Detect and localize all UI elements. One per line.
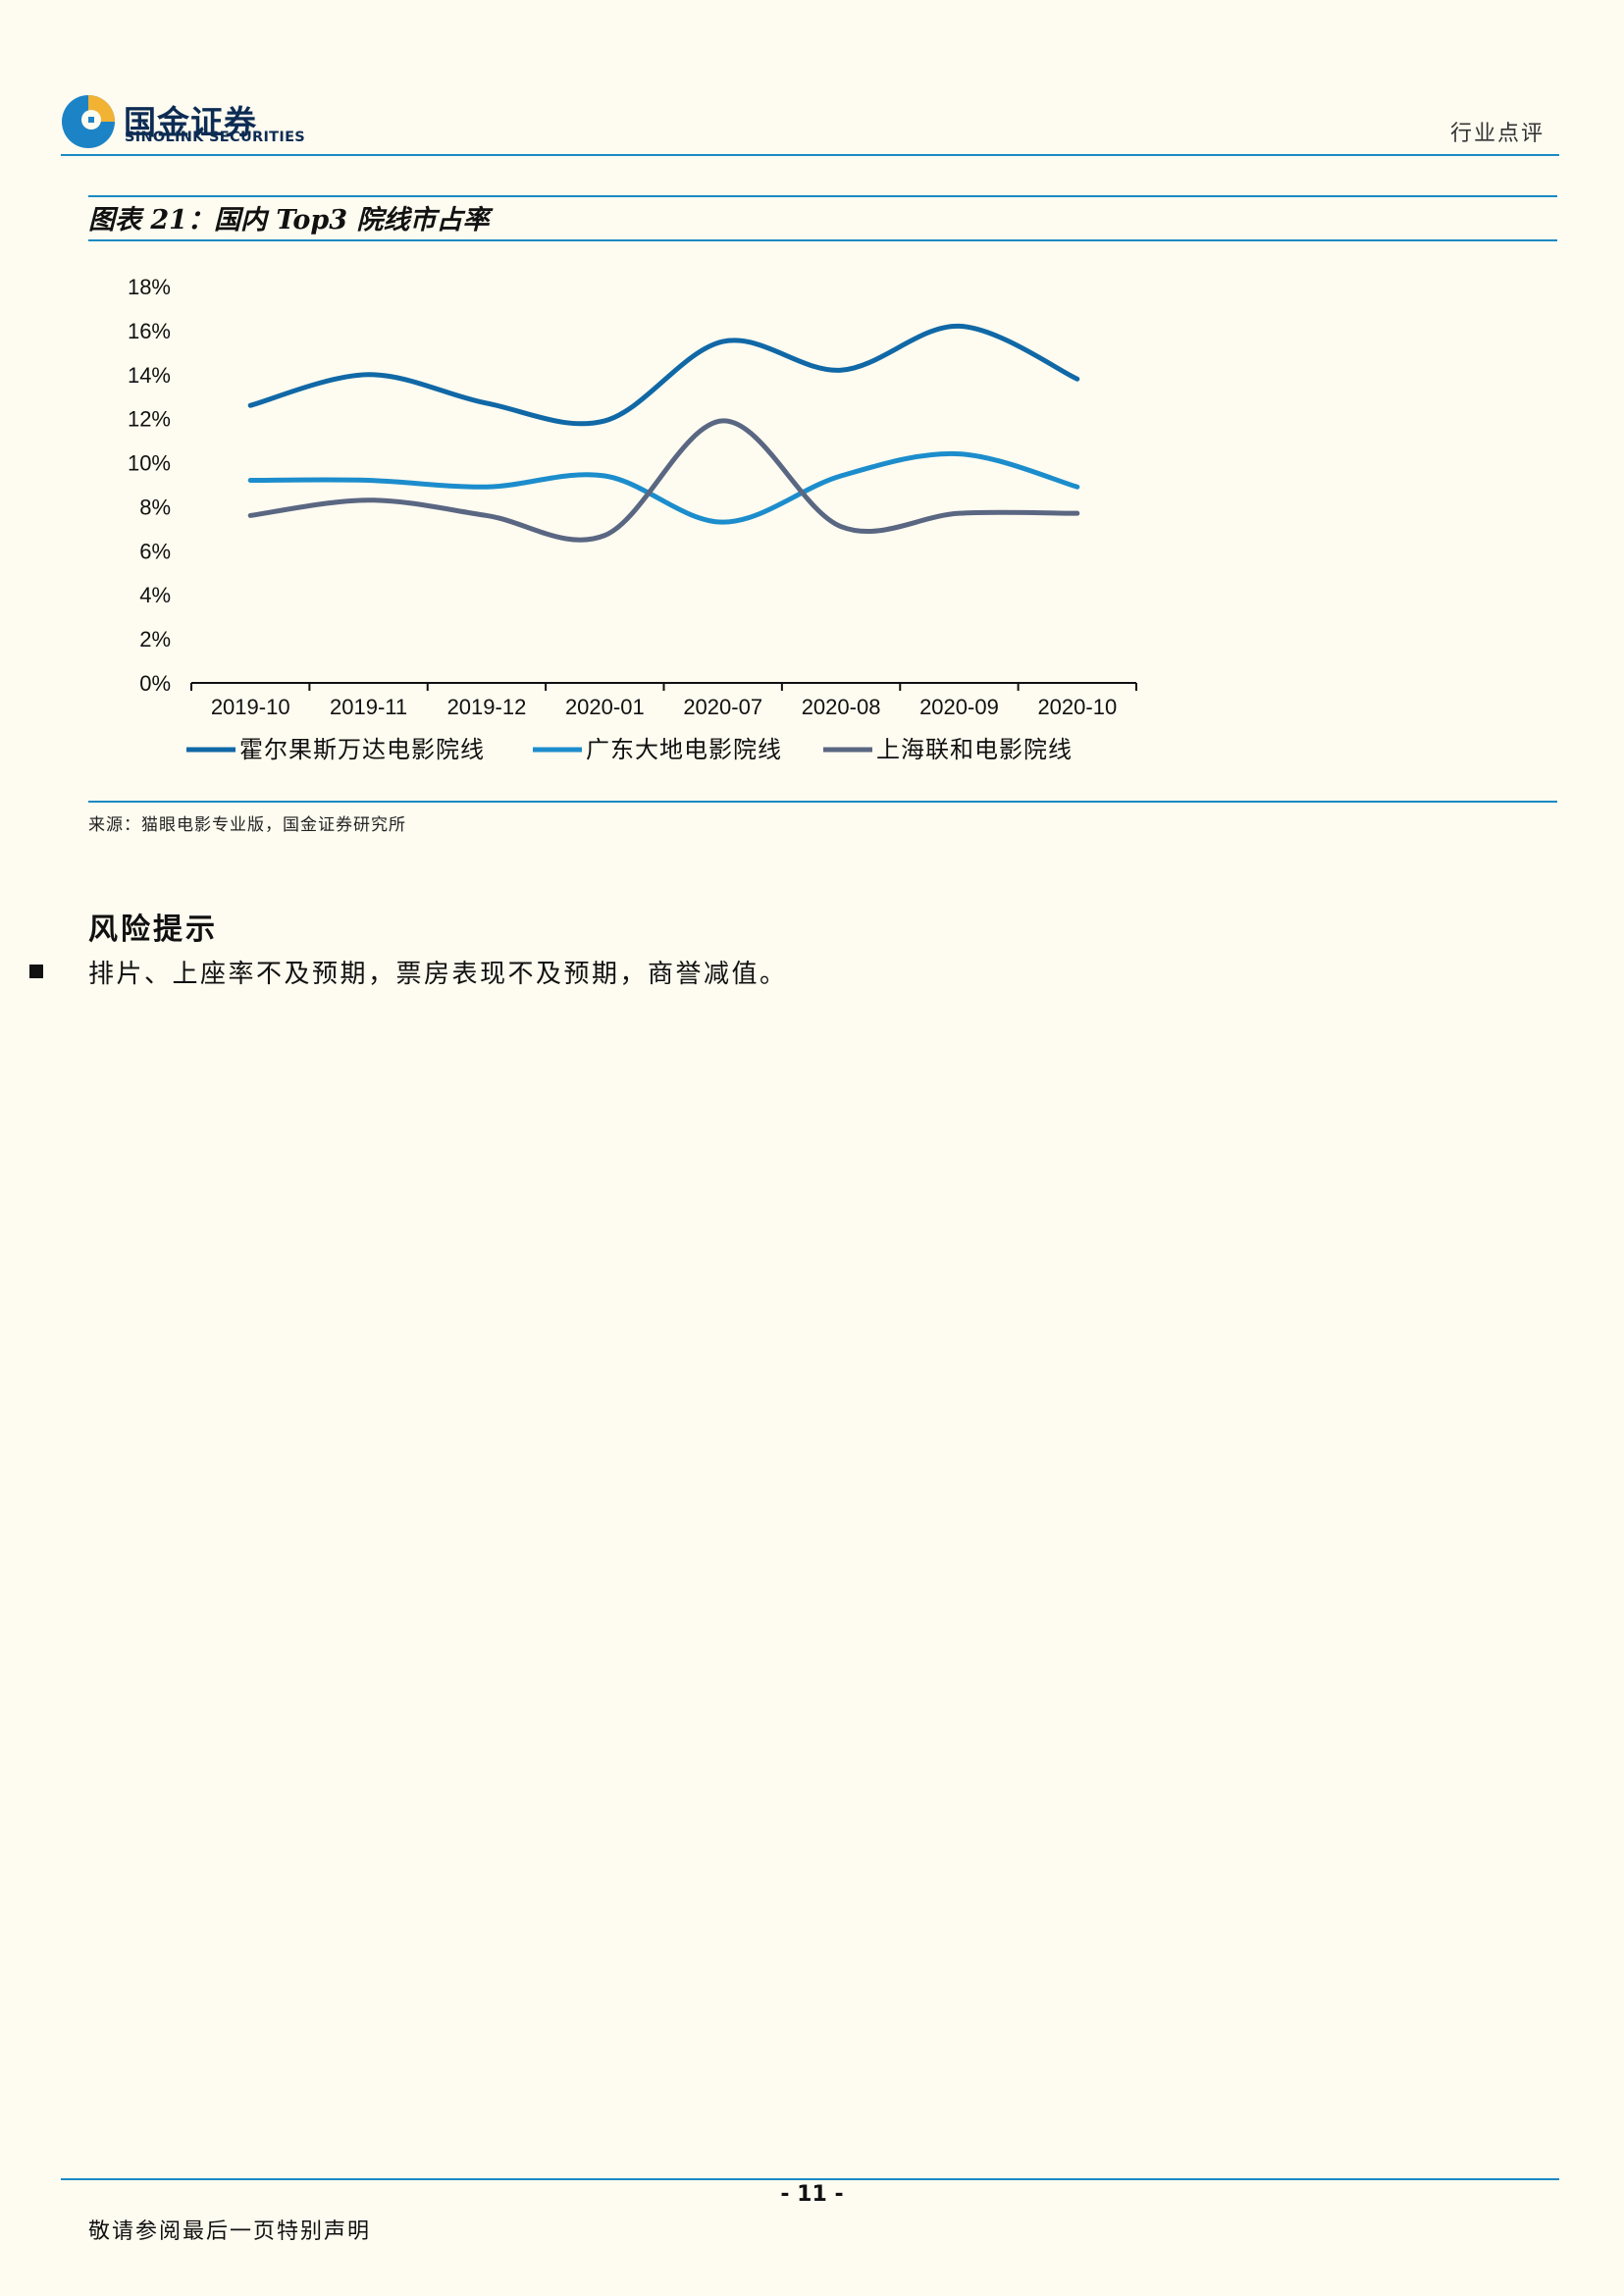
y-tick-label: 16% bbox=[128, 319, 171, 343]
legend-label: 上海联和电影院线 bbox=[876, 736, 1073, 763]
y-tick-label: 10% bbox=[128, 451, 171, 476]
x-tick-label: 2020-07 bbox=[683, 695, 762, 719]
x-tick-label: 2019-11 bbox=[330, 695, 407, 719]
y-tick-label: 12% bbox=[128, 407, 171, 432]
x-tick-label: 2020-01 bbox=[565, 695, 645, 719]
x-tick-label: 2019-12 bbox=[447, 695, 527, 719]
legend-label: 霍尔果斯万达电影院线 bbox=[239, 736, 485, 763]
x-tick-label: 2020-08 bbox=[802, 695, 881, 719]
y-tick-label: 6% bbox=[139, 539, 171, 563]
y-axis: 0% 2% 4% 6% 8% 10% 12% 14% 16% 18% bbox=[128, 275, 171, 696]
series-line-2 bbox=[247, 418, 1080, 543]
x-axis: 2019-10 2019-11 2019-12 2020-01 2020-07 2020-… bbox=[190, 682, 1137, 719]
section-heading: 风险提示 bbox=[88, 913, 218, 947]
x-tick-label: 2020-09 bbox=[919, 695, 999, 719]
figure-title-rule bbox=[88, 239, 1557, 241]
y-tick-label: 8% bbox=[139, 495, 171, 519]
logo-subtext: SINOLINK SECURITIES bbox=[125, 130, 306, 145]
y-tick-label: 14% bbox=[128, 363, 171, 388]
header-divider bbox=[61, 154, 1559, 156]
chart-legend: 霍尔果斯万达电影院线 广东大地电影院线 上海联和电影院线 bbox=[186, 736, 1073, 763]
figure-top-rule bbox=[88, 195, 1557, 197]
figure-source: 来源：猫眼电影专业版，国金证券研究所 bbox=[88, 815, 406, 835]
y-tick-label: 18% bbox=[128, 275, 171, 299]
disclaimer-note: 敬请参阅最后一页特别声明 bbox=[88, 2219, 372, 2244]
line-chart: 0% 2% 4% 6% 8% 10% 12% 14% 16% 18% 2019-10 2019-11… bbox=[128, 275, 1137, 763]
legend-label: 广东大地电影院线 bbox=[586, 736, 782, 763]
logo-icon bbox=[62, 95, 115, 148]
series-line-1 bbox=[247, 450, 1080, 525]
x-tick-label: 2020-10 bbox=[1037, 695, 1117, 719]
risk-item: 排片、上座率不及预期，票房表现不及预期，商誉减值。 bbox=[88, 960, 788, 989]
y-tick-label: 0% bbox=[139, 671, 171, 696]
bullet-marker bbox=[29, 965, 43, 978]
series-line-0 bbox=[247, 323, 1080, 427]
page-number: - 11 - bbox=[780, 2182, 844, 2207]
y-tick-label: 2% bbox=[139, 627, 171, 652]
figure-bottom-rule bbox=[88, 801, 1557, 803]
x-tick-label: 2019-10 bbox=[211, 695, 290, 719]
series-lines bbox=[247, 323, 1080, 543]
y-tick-label: 4% bbox=[139, 583, 171, 607]
logo-text: 国金证券 bbox=[124, 103, 257, 141]
footer-divider bbox=[61, 2178, 1559, 2180]
figure-title: 图表 21：国内 Top3 院线市占率 bbox=[88, 205, 490, 235]
document-type: 行业点评 bbox=[1449, 122, 1545, 146]
